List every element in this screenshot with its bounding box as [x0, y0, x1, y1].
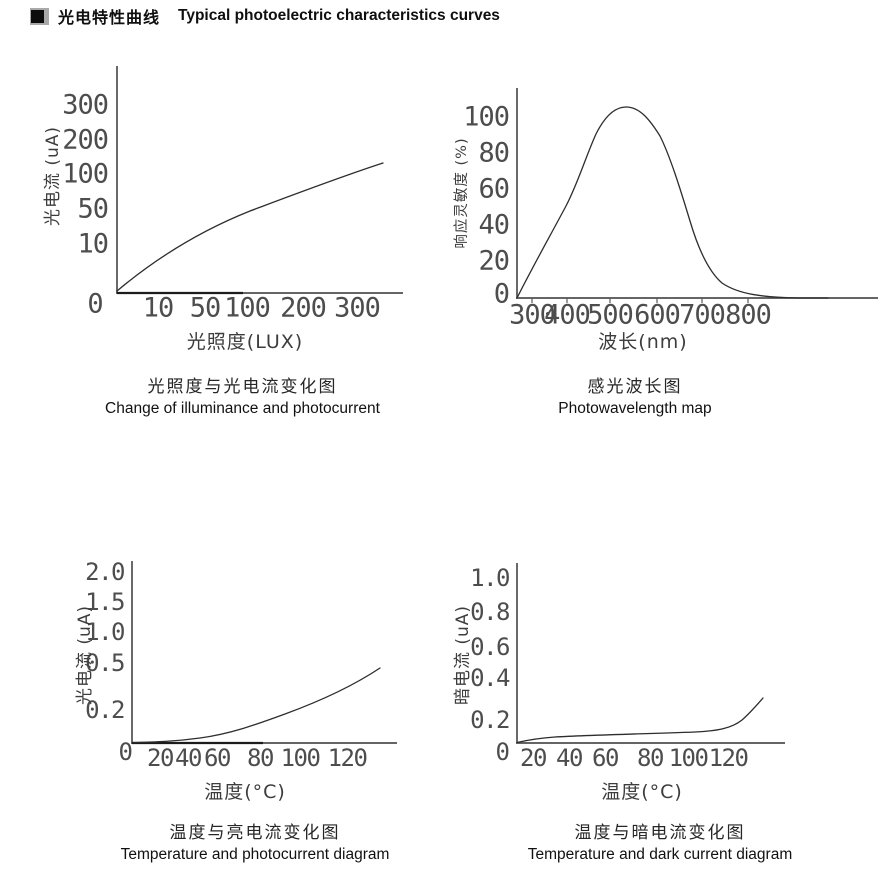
y-tick-label: 300 — [62, 90, 108, 121]
caption-zh: 感光波长图 — [587, 377, 683, 396]
x-tick-label: 40 — [556, 744, 582, 772]
caption-en: Temperature and dark current diagram — [527, 846, 793, 863]
x-tick-label: 80 — [637, 744, 663, 772]
x-tick-label: 400 — [544, 300, 590, 331]
y-axis-title: 光电流 (uA) — [75, 605, 95, 705]
y-tick-label: 40 — [478, 210, 509, 241]
y-axis-title: 光电流 (uA) — [43, 126, 63, 226]
chart-temperature-vs-dark-current: 1.0 0.8 0.6 0.4 0.2 0 20 40 60 80 100 12… — [450, 555, 881, 815]
caption-chart-4: 温度与暗电流变化图 Temperature and dark current d… — [460, 818, 860, 864]
x-axis-tick-marks — [531, 298, 749, 303]
x-tick-label: 10 — [143, 293, 174, 324]
x-axis-title: 波长(nm) — [598, 331, 687, 353]
y-tick-label: 0 — [494, 279, 509, 310]
curve-dark-current-temp — [516, 697, 764, 744]
y-tick-label: 10 — [77, 229, 108, 260]
x-tick-label: 600 — [634, 300, 680, 331]
curve-photocurrent-temp — [132, 667, 381, 744]
y-tick-label: 20 — [478, 246, 509, 277]
section-header: 光电特性曲线 Typical photoelectric characteris… — [30, 4, 500, 28]
origin-label: 0 — [496, 738, 509, 766]
caption-chart-3: 温度与亮电流变化图 Temperature and photocurrent d… — [55, 818, 455, 864]
chart-spectral-response: 100 80 60 40 20 0 300 400 500 600 700 80… — [450, 58, 881, 368]
x-tick-label: 80 — [247, 744, 273, 772]
x-tick-label: 20 — [520, 744, 546, 772]
caption-zh: 温度与暗电流变化图 — [574, 823, 746, 842]
origin-label: 0 — [119, 738, 132, 766]
y-tick-label: 50 — [77, 194, 108, 225]
origin-label: 0 — [87, 289, 102, 320]
caption-zh: 温度与亮电流变化图 — [169, 823, 341, 842]
section-marker-icon — [30, 7, 49, 25]
y-tick-label: 0.6 — [470, 633, 509, 661]
y-tick-label: 1.0 — [470, 564, 509, 592]
y-tick-label: 0.4 — [470, 664, 510, 692]
chart-temperature-vs-photocurrent: 2.0 1.5 1.0 0.5 0.2 0 20 40 60 80 100 12… — [40, 555, 410, 815]
caption-en: Change of illuminance and photocurrent — [105, 400, 380, 417]
caption-zh: 光照度与光电流变化图 — [147, 377, 338, 396]
y-tick-label: 60 — [478, 174, 509, 205]
y-tick-label: 200 — [62, 125, 108, 156]
x-tick-label: 100 — [281, 744, 320, 772]
x-tick-label: 100 — [224, 293, 270, 324]
curve-photocurrent — [116, 162, 384, 292]
x-tick-label: 20 — [147, 744, 173, 772]
y-tick-label: 0.2 — [85, 696, 124, 724]
x-axis-title: 温度(°C) — [204, 781, 286, 803]
y-tick-label: 1.5 — [85, 588, 124, 616]
y-axis-title: 暗电流 (uA) — [453, 605, 473, 705]
y-tick-label: 1.0 — [85, 618, 124, 646]
y-axis-title: 响应灵敏度 (%) — [452, 137, 470, 248]
y-tick-label: 0.5 — [85, 649, 124, 677]
x-tick-label: 300 — [334, 293, 380, 324]
caption-en: Photowavelength map — [558, 400, 712, 417]
section-title-zh: 光电特性曲线 — [58, 8, 161, 27]
x-tick-label: 50 — [190, 293, 221, 324]
caption-chart-1: 光照度与光电流变化图 Change of illuminance and pho… — [45, 372, 440, 418]
y-tick-label: 80 — [478, 138, 509, 169]
x-tick-label: 300 — [509, 300, 555, 331]
x-tick-label: 60 — [592, 744, 618, 772]
x-axis-title: 温度(°C) — [601, 781, 683, 803]
curve-spectral-response — [516, 106, 829, 299]
chart-illuminance-vs-photocurrent: 300 200 100 50 10 0 10 50 100 200 300 光电… — [40, 58, 410, 368]
x-tick-label: 700 — [679, 300, 725, 331]
x-axis-title: 光照度(LUX) — [187, 331, 303, 353]
x-tick-label: 120 — [328, 744, 367, 772]
x-tick-label: 800 — [725, 300, 771, 331]
x-tick-label: 500 — [587, 300, 633, 331]
x-tick-label: 200 — [280, 293, 326, 324]
y-tick-label: 100 — [463, 102, 509, 133]
x-tick-label: 40 — [175, 744, 201, 772]
y-tick-label: 100 — [62, 159, 108, 190]
y-tick-label: 0.2 — [470, 706, 509, 734]
x-tick-label: 100 — [669, 744, 708, 772]
caption-en: Temperature and photocurrent diagram — [120, 846, 390, 863]
y-tick-label: 2.0 — [85, 558, 124, 586]
caption-chart-2: 感光波长图 Photowavelength map — [450, 372, 820, 418]
black-square-icon — [31, 9, 44, 23]
y-tick-label: 0.8 — [470, 598, 509, 626]
x-tick-label: 120 — [709, 744, 748, 772]
section-title-en: Typical photoelectric characteristics cu… — [178, 7, 500, 24]
x-tick-label: 60 — [204, 744, 230, 772]
